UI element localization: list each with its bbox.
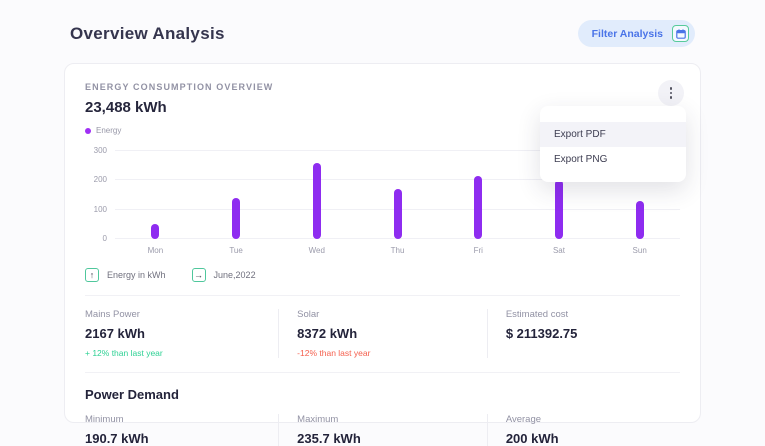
y-tick-label: 0 <box>102 234 107 243</box>
stat-label: Minimum <box>85 414 124 425</box>
calendar-icon <box>672 25 689 42</box>
x-tick-label: Fri <box>473 246 483 255</box>
arrow-right-icon: → <box>191 268 206 282</box>
bar-column <box>438 151 519 239</box>
kebab-menu-button[interactable] <box>658 80 684 106</box>
bar-column <box>357 151 438 239</box>
stat-average: Average 200 kWh <box>486 414 680 446</box>
overview-card: ENERGY CONSUMPTION OVERVIEW 23,488 kWh E… <box>64 63 701 446</box>
chart-legend: Energy <box>85 126 680 135</box>
x-tick-label: Sat <box>552 246 565 255</box>
stat-value: 235.7 kWh <box>297 431 361 446</box>
stat-estimated-cost: Estimated cost $ 211392.75 <box>486 309 680 358</box>
power-demand-row: Minimum 190.7 kWh Maximum 235.7 kWh Aver… <box>85 414 680 446</box>
gridline <box>115 150 680 151</box>
y-tick-label: 300 <box>93 146 107 155</box>
bar-column <box>599 151 680 239</box>
tag-date-range: → June,2022 <box>191 268 256 282</box>
overview-page: Overview Analysis Filter Analysis ENERGY… <box>64 20 701 446</box>
tag-energy-unit: ↑ Energy in kWh <box>85 268 166 282</box>
bar-column <box>115 151 196 239</box>
page-header: Overview Analysis Filter Analysis <box>64 20 701 47</box>
filter-analysis-label: Filter Analysis <box>591 27 663 40</box>
page-title: Overview Analysis <box>70 23 225 43</box>
menu-item-export-png[interactable]: Export PNG <box>554 154 608 165</box>
bar-wed[interactable] <box>312 162 321 239</box>
gridline <box>115 179 680 181</box>
energy-legend-label: Energy <box>96 126 122 135</box>
bar-sat[interactable] <box>554 180 563 239</box>
kebab-icon <box>669 87 673 99</box>
energy-stats-row: Mains Power 2167 kWh + 12% than last yea… <box>85 296 680 373</box>
energy-legend-dot <box>85 127 91 134</box>
stat-minimum: Minimum 190.7 kWh <box>85 414 278 446</box>
y-tick-label: 100 <box>93 204 107 214</box>
y-tick-label: 200 <box>93 175 107 185</box>
stat-value: 2167 kWh <box>85 326 145 341</box>
stat-value: 200 kWh <box>505 431 559 446</box>
card-section-label: ENERGY CONSUMPTION OVERVIEW <box>85 82 274 92</box>
bar-column <box>276 151 357 239</box>
bar-fri[interactable] <box>474 175 483 239</box>
bar-column <box>196 151 277 239</box>
x-tick-label: Sun <box>632 246 647 255</box>
chart-meta-tags: ↑ Energy in kWh → June,2022 <box>85 268 680 296</box>
bar-chart-plot <box>115 150 680 239</box>
stat-label: Mains Power <box>85 309 140 320</box>
total-energy-value: 23,488 kWh <box>85 99 167 116</box>
y-axis-labels: 0 100 200 300 <box>85 146 107 243</box>
x-tick-label: Wed <box>308 246 325 255</box>
x-tick-label: Thu <box>390 246 405 255</box>
stat-label: Average <box>505 414 542 425</box>
export-context-menu: Export PDF Export PNG <box>540 106 686 182</box>
stat-label: Maximum <box>297 414 339 425</box>
stat-maximum: Maximum 235.7 kWh <box>278 414 487 446</box>
x-tick-label: Tue <box>229 246 243 255</box>
bar-thu[interactable] <box>393 189 402 239</box>
arrow-up-icon: ↑ <box>85 268 99 282</box>
tag-date-range-label: June,2022 <box>213 270 256 280</box>
x-axis-labels: Mon Tue Wed Thu Fri Sat Sun <box>115 246 680 255</box>
stat-delta: -12% than last year <box>297 348 371 358</box>
stat-mains-power: Mains Power 2167 kWh + 12% than last yea… <box>85 309 278 358</box>
filter-analysis-button[interactable]: Filter Analysis <box>577 20 695 47</box>
stat-value: $ 211392.75 <box>505 326 578 341</box>
bar-column <box>519 151 600 239</box>
stat-delta: + 12% than last year <box>85 348 163 358</box>
bar-tue[interactable] <box>232 197 241 239</box>
energy-bar-chart: 0 100 200 300 Mon Tue Wed Thu Fri Sat Sun <box>85 146 680 255</box>
stat-value: 190.7 kWh <box>85 431 149 446</box>
stat-label: Estimated cost <box>505 309 569 320</box>
x-tick-label: Mon <box>147 246 164 255</box>
menu-item-export-pdf[interactable]: Export PDF <box>540 122 686 147</box>
bar-sun[interactable] <box>635 200 644 239</box>
stat-solar: Solar 8372 kWh -12% than last year <box>278 309 487 358</box>
stat-label: Solar <box>297 309 320 320</box>
bar-mon[interactable] <box>151 224 160 239</box>
tag-energy-unit-label: Energy in kWh <box>107 270 166 280</box>
stat-value: 8372 kWh <box>297 326 358 341</box>
power-demand-title: Power Demand <box>85 387 179 402</box>
